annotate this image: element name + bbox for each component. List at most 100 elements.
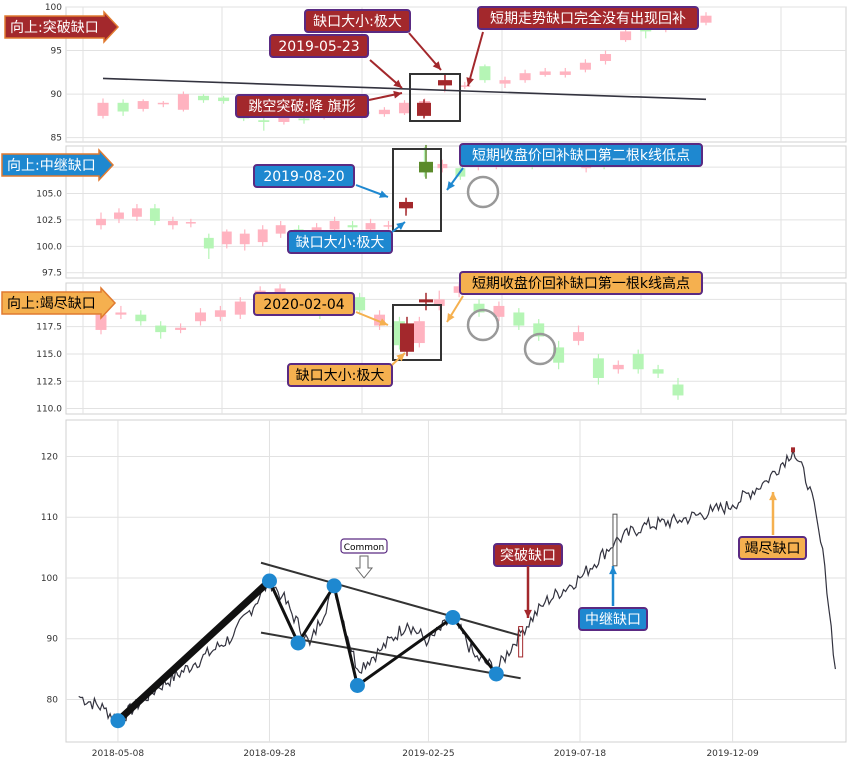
exhaustion-date-label-text: 2020-02-04 [263, 297, 344, 313]
main-ytick-2: 100 [41, 574, 58, 584]
breakaway-candle-3 [157, 102, 169, 105]
channel-upper-line [260, 561, 521, 637]
exhaustion-candle-29 [672, 384, 684, 396]
relay-gap-candle-1 [419, 161, 433, 173]
relay-candle-4 [167, 220, 178, 226]
breakaway-candle-23 [559, 71, 571, 75]
breakaway-ytick-1: 90 [51, 90, 63, 100]
breakaway-gap-frame [409, 73, 461, 122]
main-xtick-3: 2019-07-18 [554, 749, 607, 759]
exhaustion-gap-frame [392, 304, 442, 361]
breakaway-note-label-text: 短期走势缺口完全没有出现回补 [490, 10, 686, 27]
exhaustion-banner-arrow [1, 286, 117, 320]
exhaustion-candle-13 [354, 297, 366, 311]
relay-candle-12 [311, 227, 322, 232]
relay-candle-15 [365, 223, 376, 230]
breakaway-pattern-arrow-head [393, 90, 402, 99]
main-breakaway-arrow-head [524, 609, 532, 618]
exhaustion-candle-3 [155, 325, 167, 333]
exhaustion-candle-4 [175, 327, 187, 330]
relay-note-arrow-head [447, 181, 455, 190]
breakaway-ytick-0: 85 [51, 134, 62, 144]
main-xtick-4: 2019-12-09 [706, 749, 759, 759]
relay-candle-6 [203, 237, 214, 249]
common-arrow [354, 555, 374, 579]
breakaway-candle-14 [378, 109, 390, 115]
relay-candle-14 [347, 225, 358, 228]
breakaway-note-arrow-head [466, 77, 474, 86]
relay-gap-candle-0 [399, 201, 413, 209]
main-ytick-0: 80 [47, 695, 59, 705]
exhaustion-size-arrow-head [396, 353, 405, 362]
breakaway-gap-panel: 85 90 95 100 向上:突破缺口 缺口大小:极大 2019-05-23 短期走势缺口完… [4, 3, 847, 144]
breakaway-candle-19 [479, 66, 491, 81]
breakaway-candle-26 [620, 31, 632, 41]
relay-candle-5 [185, 222, 196, 224]
breakaway-size-label-text: 缺口大小:极大 [313, 14, 402, 30]
exhaustion-candle-15 [393, 321, 405, 346]
exhaustion-candle-22 [533, 323, 545, 337]
breakaway-pattern-label-text: 跳空突破:降 旗形 [248, 99, 355, 115]
exhaustion-gap-marker [791, 447, 796, 453]
breakaway-candle-2 [137, 101, 149, 109]
relay-candle-1 [114, 212, 124, 219]
main-xtick-2: 2019-02-25 [402, 749, 454, 759]
breakaway-candle-0 [97, 102, 109, 116]
exhaustion-candle-7 [234, 301, 246, 315]
breakaway-candle-24 [579, 62, 591, 70]
relay-candle-10 [275, 225, 286, 234]
main-plot-area [65, 419, 847, 743]
breakaway-candle-5 [197, 95, 210, 101]
exhaustion-banner-text: 向上:竭尽缺口 [7, 296, 96, 312]
relay-candle-2 [131, 208, 142, 217]
exhaustion-candle-19 [473, 303, 485, 313]
pivot-point-6 [488, 666, 504, 682]
relay-candle-19 [437, 163, 448, 169]
exhaustion-candle-0 [95, 314, 107, 330]
breakaway-candle-15 [398, 102, 411, 114]
exhaustion-candle-6 [214, 310, 226, 317]
breakaway-ytick-2: 95 [51, 47, 62, 57]
relay-fill-circle [466, 175, 500, 209]
exhaustion-ytick-1: 112.5 [36, 377, 62, 387]
breakaway-candle-20 [499, 80, 511, 84]
exhaustion-candle-17 [433, 299, 445, 306]
exhaustion-date-arrow-head [379, 318, 388, 326]
relay-ytick-0: 97.5 [42, 269, 62, 279]
exhaustion-ytick-2: 115.0 [36, 350, 62, 360]
relay-banner-text: 向上:中继缺口 [7, 158, 96, 174]
relay-date-label-box [253, 164, 355, 188]
exhaustion-candle-26 [612, 364, 624, 370]
breakaway-candle-1 [117, 102, 129, 112]
pivot-point-2 [290, 635, 306, 651]
breakaway-banner-arrow [4, 10, 120, 44]
breakaway-note-label-box [477, 6, 699, 30]
exhaustion-candle-5 [195, 312, 206, 322]
exhaustion-size-label-box [287, 363, 393, 387]
exhaustion-date-label-box [253, 292, 355, 316]
relay-size-label-text: 缺口大小:极大 [296, 235, 385, 251]
relay-candle-7 [221, 231, 232, 245]
relay-candle-8 [239, 233, 250, 245]
exhaustion-candle-23 [553, 347, 565, 363]
exhaustion-ytick-0: 110.0 [36, 405, 62, 415]
breakaway-size-arrow-head [432, 61, 441, 70]
main-exhaustion-label-text: 竭尽缺口 [745, 541, 801, 557]
relay-gap-frame [392, 148, 442, 232]
breakaway-gap-candle-1 [438, 80, 452, 86]
breakaway-size-label-box [304, 9, 411, 33]
breakaway-candle-9 [278, 116, 290, 122]
exhaustion-ytick-3: 117.5 [36, 323, 62, 333]
breakaway-candle-10 [298, 118, 310, 121]
main-breakaway-label-text: 突破缺口 [500, 548, 556, 564]
main-relay-label-text: 中继缺口 [585, 612, 641, 628]
exhaustion-gap-candle-1 [419, 299, 433, 303]
relay-date-label-text: 2019-08-20 [263, 169, 344, 185]
main-ytick-1: 90 [47, 635, 59, 645]
main-ytick-3: 110 [41, 513, 58, 523]
exhaustion-fill-circle-1 [523, 332, 557, 366]
pivot-point-1 [261, 573, 277, 589]
relay-candle-3 [149, 208, 160, 221]
breakaway-candle-8 [258, 120, 270, 122]
breakaway-date-label-box [269, 34, 369, 58]
